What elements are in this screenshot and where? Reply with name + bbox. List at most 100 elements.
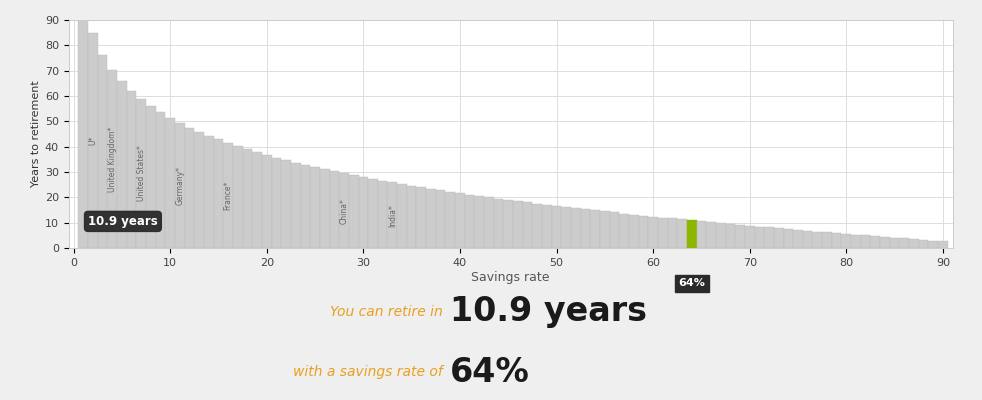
Bar [416,187,426,248]
Text: Germany*: Germany* [176,166,185,205]
Bar [919,240,928,248]
Text: with a savings rate of: with a savings rate of [293,365,447,379]
Text: China*: China* [340,198,349,224]
Bar [136,99,146,248]
Bar [754,226,764,248]
Bar [455,193,464,248]
Bar [368,179,378,248]
Bar [446,192,455,248]
Text: 64%: 64% [450,356,529,388]
Text: India*: India* [388,204,397,227]
Bar [822,232,832,248]
Bar [774,228,784,248]
Bar [890,238,900,248]
Bar [851,235,861,248]
Bar [407,186,416,248]
Text: France*: France* [224,181,233,210]
Bar [252,152,262,248]
Bar [127,91,136,248]
Bar [861,236,870,248]
Bar [339,173,349,248]
Bar [464,194,474,248]
Bar [532,204,542,248]
Text: 10.9 years: 10.9 years [88,215,158,228]
Text: United States*: United States* [136,146,145,202]
Bar [648,216,658,248]
Bar [571,208,580,248]
Bar [716,223,726,248]
Bar [726,224,736,248]
Bar [494,198,504,248]
Bar [745,226,754,248]
Bar [793,230,803,248]
Bar [281,160,291,248]
Bar [330,171,339,248]
Bar [880,237,890,248]
Y-axis label: Years to retirement: Years to retirement [30,81,40,187]
Bar [842,234,851,248]
Bar [243,149,252,248]
Bar [146,106,156,248]
Bar [900,238,909,248]
Bar [812,232,822,248]
Bar [310,167,320,248]
Bar [610,212,620,248]
Bar [687,220,696,248]
Bar [291,162,300,248]
Bar [764,228,774,248]
Bar [156,112,165,248]
Bar [803,231,812,248]
Bar [300,165,310,248]
Bar [938,241,948,248]
Bar [474,196,484,248]
Bar [107,70,117,248]
Bar [88,34,98,248]
Bar [185,128,194,248]
Bar [397,184,407,248]
Bar [233,146,243,248]
Bar [706,222,716,248]
Bar [552,206,562,248]
Bar [272,158,281,248]
Bar [484,197,494,248]
Bar [522,202,532,248]
Bar [426,189,436,248]
Bar [388,182,397,248]
Bar [600,212,610,248]
Bar [117,81,127,248]
Text: You can retire in: You can retire in [330,305,447,319]
Bar [436,190,446,248]
Bar [628,214,638,248]
Bar [320,169,330,248]
Bar [870,236,880,248]
Bar [513,201,522,248]
Text: 10.9 years: 10.9 years [450,296,647,328]
Bar [165,118,175,248]
Bar [580,209,590,248]
Bar [668,218,678,248]
Bar [696,221,706,248]
Bar [542,205,552,248]
Bar [175,123,185,248]
Bar [562,207,571,248]
Bar [262,155,272,248]
Bar [832,233,842,248]
Bar [79,20,88,248]
Bar [214,140,223,248]
Bar [590,210,600,248]
Bar [909,239,919,248]
Bar [638,216,648,248]
Bar [504,200,513,248]
X-axis label: Savings rate: Savings rate [471,270,550,284]
Bar [784,229,793,248]
Bar [204,136,214,248]
Text: United Kingdom*: United Kingdom* [108,126,117,192]
Text: U*: U* [88,136,97,146]
Bar [358,177,368,248]
Bar [736,225,745,248]
Bar [658,218,668,248]
Bar [620,214,628,248]
Bar [349,175,358,248]
Bar [223,143,233,248]
Bar [678,220,687,248]
